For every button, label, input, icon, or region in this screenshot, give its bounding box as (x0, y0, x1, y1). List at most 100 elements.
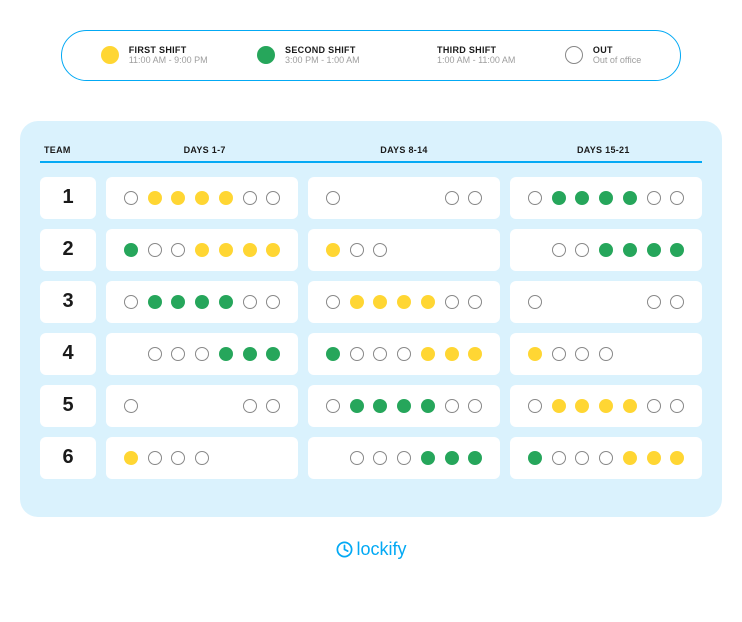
legend-out-text: OUT Out of office (593, 45, 641, 66)
week-cell (308, 385, 500, 427)
out-icon (565, 46, 583, 64)
second-shift-icon (148, 295, 162, 309)
legend-out: OUT Out of office (565, 45, 641, 66)
legend-third-sub: 1:00 AM - 11:00 AM (437, 55, 515, 65)
second-shift-icon (397, 399, 411, 413)
out-icon (575, 243, 589, 257)
out-icon (148, 451, 162, 465)
first-shift-icon (623, 399, 637, 413)
out-icon (445, 295, 459, 309)
out-icon (171, 347, 185, 361)
schedule-row: 4 (40, 333, 702, 375)
third-shift-icon (528, 243, 542, 257)
out-icon (124, 191, 138, 205)
out-icon (124, 399, 138, 413)
legend-out-sub: Out of office (593, 55, 641, 65)
second-shift-icon (599, 243, 613, 257)
third-shift-icon (124, 347, 138, 361)
out-icon (599, 347, 613, 361)
out-icon (243, 191, 257, 205)
out-icon (243, 295, 257, 309)
out-icon (350, 243, 364, 257)
brand-name: lockify (356, 539, 406, 560)
third-shift-icon (219, 399, 233, 413)
out-icon (326, 191, 340, 205)
first-shift-icon (575, 399, 589, 413)
out-icon (373, 451, 387, 465)
out-icon (647, 191, 661, 205)
week-cell (510, 385, 702, 427)
second-shift-icon (623, 191, 637, 205)
out-icon (373, 347, 387, 361)
out-icon (326, 295, 340, 309)
legend-second-sub: 3:00 PM - 1:00 AM (285, 55, 360, 65)
out-icon (468, 295, 482, 309)
first-shift-icon (326, 243, 340, 257)
legend-first: FIRST SHIFT 11:00 AM - 9:00 PM (101, 45, 208, 66)
week-cell (308, 229, 500, 271)
period-header-1: DAYS 8-14 (309, 145, 498, 155)
first-shift-icon (219, 243, 233, 257)
out-icon (397, 451, 411, 465)
third-shift-icon (623, 347, 637, 361)
second-shift-icon (421, 399, 435, 413)
third-shift-icon (243, 451, 257, 465)
first-shift-icon (243, 243, 257, 257)
legend-third: THIRD SHIFT 1:00 AM - 11:00 AM (409, 45, 515, 66)
first-shift-icon (445, 347, 459, 361)
first-shift-icon (468, 347, 482, 361)
legend-first-title: FIRST SHIFT (129, 45, 208, 55)
out-icon (373, 243, 387, 257)
first-shift-icon (124, 451, 138, 465)
first-shift-icon (171, 191, 185, 205)
week-cell (510, 333, 702, 375)
first-shift-icon (528, 347, 542, 361)
out-icon (670, 295, 684, 309)
week-cell (308, 177, 500, 219)
second-shift-icon (243, 347, 257, 361)
second-shift-icon (219, 295, 233, 309)
schedule-headers: TEAM DAYS 1-7 DAYS 8-14 DAYS 15-21 (40, 141, 702, 163)
third-shift-icon (171, 399, 185, 413)
week-cell (510, 437, 702, 479)
legend-first-text: FIRST SHIFT 11:00 AM - 9:00 PM (129, 45, 208, 66)
second-shift-icon (647, 243, 661, 257)
period-header-2: DAYS 15-21 (509, 145, 698, 155)
third-shift-icon (397, 243, 411, 257)
third-shift-icon (397, 191, 411, 205)
third-shift-icon (599, 295, 613, 309)
team-number: 5 (40, 385, 96, 427)
schedule-panel: TEAM DAYS 1-7 DAYS 8-14 DAYS 15-21 12345… (20, 121, 722, 517)
week-cell (308, 437, 500, 479)
third-shift-icon (575, 295, 589, 309)
out-icon (148, 347, 162, 361)
third-shift-icon (195, 399, 209, 413)
out-icon (243, 399, 257, 413)
first-shift-icon (623, 451, 637, 465)
team-number: 3 (40, 281, 96, 323)
out-icon (575, 451, 589, 465)
out-icon (445, 399, 459, 413)
second-shift-icon (373, 399, 387, 413)
second-shift-icon (350, 399, 364, 413)
week-cell (106, 437, 298, 479)
out-icon (397, 347, 411, 361)
second-shift-icon (552, 191, 566, 205)
legend-third-text: THIRD SHIFT 1:00 AM - 11:00 AM (437, 45, 515, 66)
out-icon (670, 399, 684, 413)
out-icon (171, 451, 185, 465)
second-shift-icon (171, 295, 185, 309)
second-shift-icon (124, 243, 138, 257)
week-cell (308, 333, 500, 375)
out-icon (350, 451, 364, 465)
week-cell (106, 177, 298, 219)
out-icon (670, 191, 684, 205)
out-icon (575, 347, 589, 361)
week-cell (510, 281, 702, 323)
out-icon (647, 295, 661, 309)
out-icon (124, 295, 138, 309)
out-icon (148, 243, 162, 257)
schedule-rows: 123456 (40, 177, 702, 479)
team-number: 1 (40, 177, 96, 219)
out-icon (266, 399, 280, 413)
